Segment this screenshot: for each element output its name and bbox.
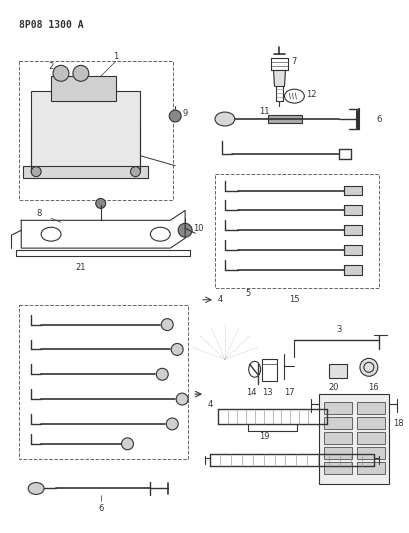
Text: 6: 6 — [98, 504, 103, 513]
Bar — [319, 394, 388, 483]
Bar — [267, 115, 301, 123]
Ellipse shape — [178, 223, 192, 237]
Bar — [19, 305, 188, 459]
Ellipse shape — [28, 482, 44, 495]
Ellipse shape — [96, 198, 106, 208]
Text: 1: 1 — [113, 52, 118, 61]
Text: 21: 21 — [75, 263, 86, 272]
Bar — [356, 462, 384, 474]
Bar — [261, 359, 276, 381]
Bar — [343, 225, 361, 235]
Bar — [19, 61, 173, 200]
Bar — [214, 174, 378, 288]
Bar — [343, 205, 361, 215]
Bar — [51, 76, 115, 101]
Text: 16: 16 — [368, 383, 378, 392]
Text: 5: 5 — [245, 289, 250, 298]
Text: 8: 8 — [36, 209, 42, 218]
Text: 15: 15 — [288, 295, 299, 304]
Bar — [324, 432, 351, 444]
Text: 6: 6 — [375, 115, 380, 124]
Bar — [356, 432, 384, 444]
Ellipse shape — [121, 438, 133, 450]
Text: 8P08 1300 A: 8P08 1300 A — [19, 20, 84, 30]
Text: 18: 18 — [392, 419, 403, 429]
Ellipse shape — [169, 110, 181, 122]
Ellipse shape — [214, 112, 234, 126]
Ellipse shape — [359, 358, 377, 376]
Bar — [343, 265, 361, 275]
Text: 17: 17 — [283, 387, 294, 397]
Ellipse shape — [73, 66, 89, 81]
Text: 4: 4 — [217, 295, 222, 304]
Text: 12: 12 — [305, 90, 316, 99]
Text: 20: 20 — [328, 383, 339, 392]
Ellipse shape — [53, 66, 69, 81]
Bar — [324, 462, 351, 474]
Ellipse shape — [171, 343, 183, 356]
Bar — [356, 417, 384, 429]
Text: 7: 7 — [291, 57, 297, 66]
Text: 10: 10 — [192, 224, 203, 233]
Text: 19: 19 — [259, 432, 269, 441]
Polygon shape — [273, 70, 285, 86]
Bar — [343, 245, 361, 255]
Ellipse shape — [156, 368, 168, 380]
Bar — [23, 166, 148, 177]
Text: 2: 2 — [48, 62, 54, 71]
Bar — [324, 447, 351, 459]
Ellipse shape — [31, 167, 41, 176]
Ellipse shape — [161, 319, 173, 330]
Bar — [356, 402, 384, 414]
Bar — [324, 402, 351, 414]
Bar — [328, 365, 346, 378]
Bar — [31, 91, 140, 171]
Ellipse shape — [166, 418, 178, 430]
Text: 9: 9 — [182, 109, 187, 118]
Text: 3: 3 — [335, 325, 341, 334]
Ellipse shape — [176, 393, 188, 405]
Bar — [343, 185, 361, 196]
Text: 11: 11 — [259, 107, 269, 116]
Bar — [356, 447, 384, 459]
Text: 14: 14 — [246, 387, 256, 397]
Text: 13: 13 — [262, 387, 272, 397]
Ellipse shape — [130, 167, 140, 176]
Bar — [324, 417, 351, 429]
Text: 4: 4 — [207, 400, 212, 409]
